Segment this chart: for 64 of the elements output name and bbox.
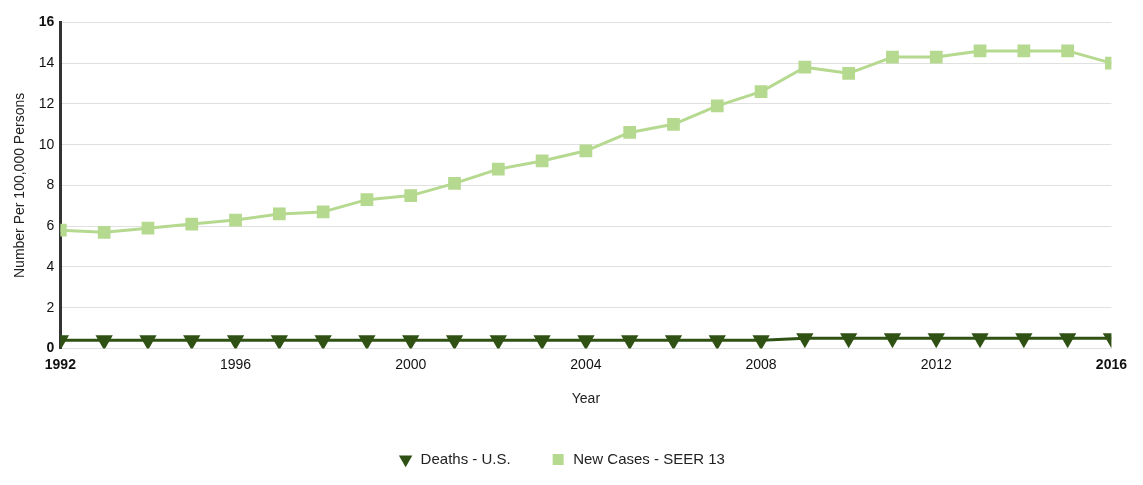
point — [752, 335, 770, 349]
point — [577, 335, 595, 349]
point — [929, 50, 943, 64]
point — [579, 144, 593, 158]
y-tick-label: 14 — [38, 54, 55, 71]
y-tick-label: 2 — [46, 298, 55, 315]
point — [270, 335, 288, 349]
point — [141, 221, 155, 235]
point — [971, 333, 989, 349]
point — [754, 85, 768, 99]
y-axis-title: Number Per 100,000 Persons — [11, 92, 28, 279]
point — [226, 335, 245, 349]
legend-label: New Cases - SEER 13 — [573, 449, 725, 467]
point — [1061, 44, 1074, 58]
point — [840, 333, 858, 349]
point — [404, 189, 418, 202]
x-tick-label: 2012 — [920, 355, 953, 372]
point — [95, 335, 113, 349]
y-tick-label: 6 — [46, 217, 55, 234]
point — [842, 66, 856, 80]
point — [621, 335, 639, 349]
point — [796, 333, 814, 349]
point — [664, 335, 683, 349]
x-tick-label: 1992 — [44, 355, 77, 372]
point — [667, 117, 680, 131]
x-tick-label: 2000 — [395, 355, 427, 372]
y-tick-label: 16 — [38, 13, 55, 30]
point — [360, 193, 374, 207]
point — [1058, 333, 1077, 349]
point — [623, 126, 637, 139]
y-tick-label: 4 — [46, 257, 55, 274]
y-tick-label: 0 — [46, 339, 55, 356]
x-axis-title: Year — [571, 390, 601, 407]
point — [229, 213, 242, 227]
point — [927, 333, 945, 349]
point — [448, 177, 461, 190]
x-tick-label: 2008 — [745, 355, 777, 372]
point — [272, 207, 286, 221]
point — [185, 217, 199, 231]
point — [883, 333, 902, 349]
y-tick-label: 8 — [46, 176, 55, 193]
point — [1015, 333, 1033, 349]
point — [402, 335, 420, 349]
point — [183, 335, 201, 349]
point — [489, 335, 507, 349]
point — [798, 60, 812, 74]
point — [886, 50, 899, 64]
x-tick-label: 2004 — [570, 355, 602, 372]
point — [314, 335, 332, 349]
point — [139, 335, 157, 349]
x-tick-label: 2016 — [1095, 355, 1128, 372]
x-tick-label: 1996 — [219, 355, 252, 372]
point — [710, 99, 724, 113]
point — [97, 225, 111, 239]
point — [1017, 44, 1031, 58]
y-tick-label: 12 — [38, 94, 55, 111]
point — [445, 335, 464, 349]
point — [533, 335, 551, 349]
point — [491, 162, 505, 176]
y-tick-label: 10 — [38, 135, 55, 152]
point — [316, 205, 330, 219]
legend-label: Deaths - U.S. — [420, 449, 511, 467]
point — [708, 335, 726, 349]
point — [358, 335, 376, 349]
